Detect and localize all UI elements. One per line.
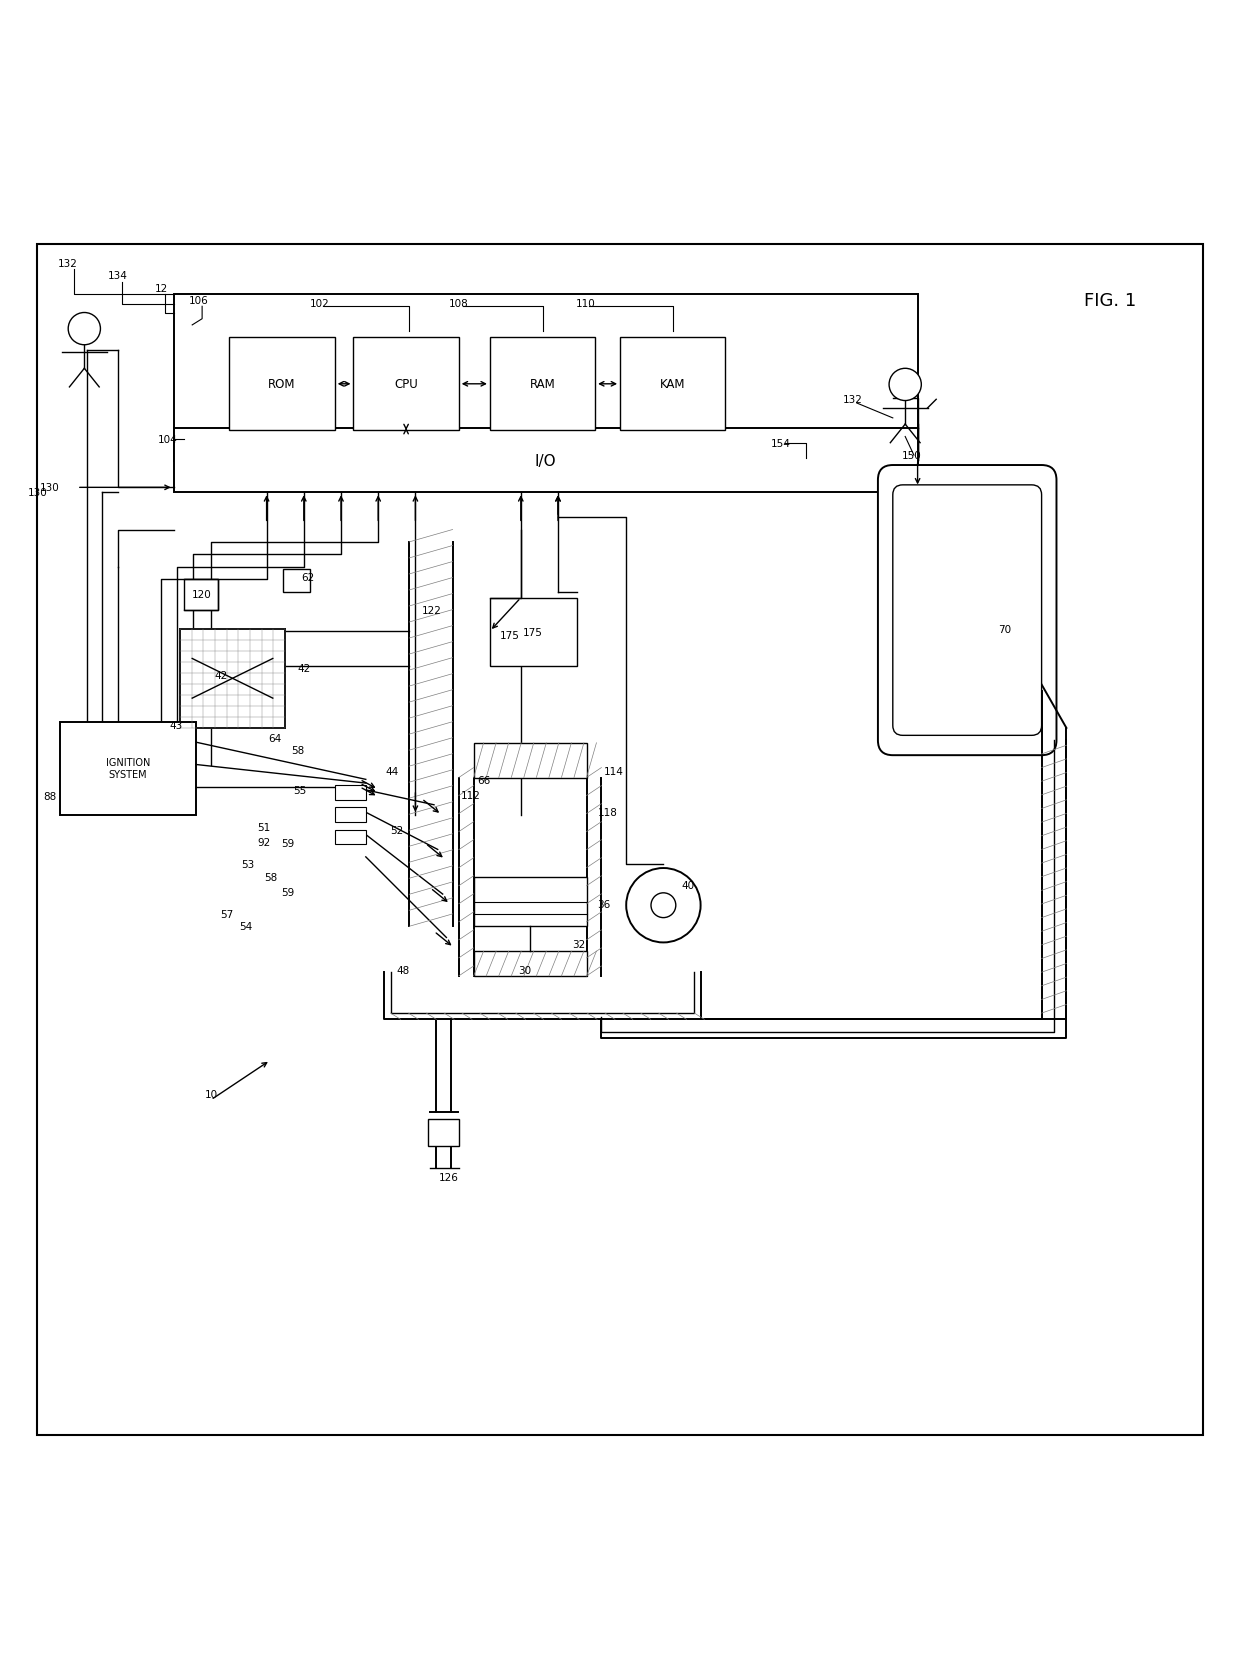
Text: 59: 59 [281, 887, 294, 897]
Text: 88: 88 [43, 791, 56, 801]
Text: 132: 132 [843, 395, 863, 405]
Circle shape [626, 869, 701, 942]
Text: 112: 112 [461, 790, 481, 800]
Text: FIG. 1: FIG. 1 [1084, 292, 1136, 309]
Bar [474, 951, 587, 976]
Text: 120: 120 [192, 590, 212, 600]
Text: 44: 44 [386, 766, 398, 776]
Bar [180, 630, 285, 729]
FancyBboxPatch shape [893, 486, 1042, 736]
Text: 42: 42 [298, 664, 311, 674]
Text: 58: 58 [264, 872, 277, 882]
Text: 59: 59 [281, 838, 294, 848]
Text: 62: 62 [301, 573, 314, 583]
Text: 51: 51 [258, 823, 270, 833]
Circle shape [68, 312, 100, 346]
Text: RAM: RAM [529, 378, 556, 391]
Bar [428, 1119, 459, 1146]
Bar [620, 338, 725, 432]
Bar [474, 743, 587, 778]
Text: 106: 106 [188, 296, 208, 306]
Bar [335, 830, 366, 845]
Bar [283, 570, 310, 591]
Text: 55: 55 [294, 786, 306, 795]
Text: 92: 92 [258, 838, 270, 847]
Text: 126: 126 [439, 1173, 459, 1183]
Text: CPU: CPU [394, 378, 418, 391]
Text: 110: 110 [575, 299, 595, 309]
Text: 175: 175 [500, 630, 520, 640]
Text: 104: 104 [157, 435, 177, 445]
Bar [60, 722, 196, 815]
Text: I/O: I/O [534, 454, 557, 469]
Text: 40: 40 [682, 880, 694, 890]
Text: IGNITION
SYSTEM: IGNITION SYSTEM [105, 758, 150, 780]
FancyBboxPatch shape [878, 465, 1056, 756]
Text: 12: 12 [155, 284, 167, 294]
Text: 134: 134 [108, 270, 128, 281]
Circle shape [889, 370, 921, 402]
Text: 122: 122 [422, 606, 441, 617]
Bar [490, 598, 577, 667]
Text: 32: 32 [573, 939, 585, 949]
Text: 130: 130 [40, 484, 60, 492]
Bar [174, 294, 918, 462]
Bar [229, 338, 335, 432]
Text: 30: 30 [518, 964, 531, 974]
Bar [184, 580, 218, 612]
Bar [174, 428, 918, 492]
Text: 118: 118 [598, 808, 618, 818]
Text: 42: 42 [215, 670, 227, 680]
Bar [490, 338, 595, 432]
Text: 64: 64 [269, 734, 281, 743]
Bar [335, 786, 366, 800]
Text: 58: 58 [291, 746, 304, 756]
Text: 54: 54 [239, 922, 252, 932]
Text: 48: 48 [397, 964, 409, 974]
Text: 102: 102 [310, 299, 330, 309]
Text: 154: 154 [771, 438, 791, 449]
Text: 66: 66 [477, 776, 490, 786]
Text: 150: 150 [901, 450, 921, 460]
Text: ROM: ROM [268, 378, 296, 391]
Text: 10: 10 [205, 1089, 218, 1099]
Bar [335, 808, 366, 823]
Circle shape [651, 894, 676, 917]
Text: 130: 130 [27, 487, 47, 497]
Text: 132: 132 [58, 259, 78, 269]
Text: 43: 43 [170, 721, 182, 731]
Text: 36: 36 [598, 899, 610, 909]
Bar [474, 877, 587, 927]
Text: 114: 114 [604, 766, 624, 776]
Text: 52: 52 [391, 825, 403, 835]
Text: 108: 108 [449, 299, 469, 309]
Text: 175: 175 [523, 627, 543, 637]
Bar [353, 338, 459, 432]
Text: 53: 53 [242, 860, 254, 870]
Text: 70: 70 [998, 625, 1011, 635]
Text: KAM: KAM [660, 378, 686, 391]
Text: 57: 57 [221, 909, 233, 919]
